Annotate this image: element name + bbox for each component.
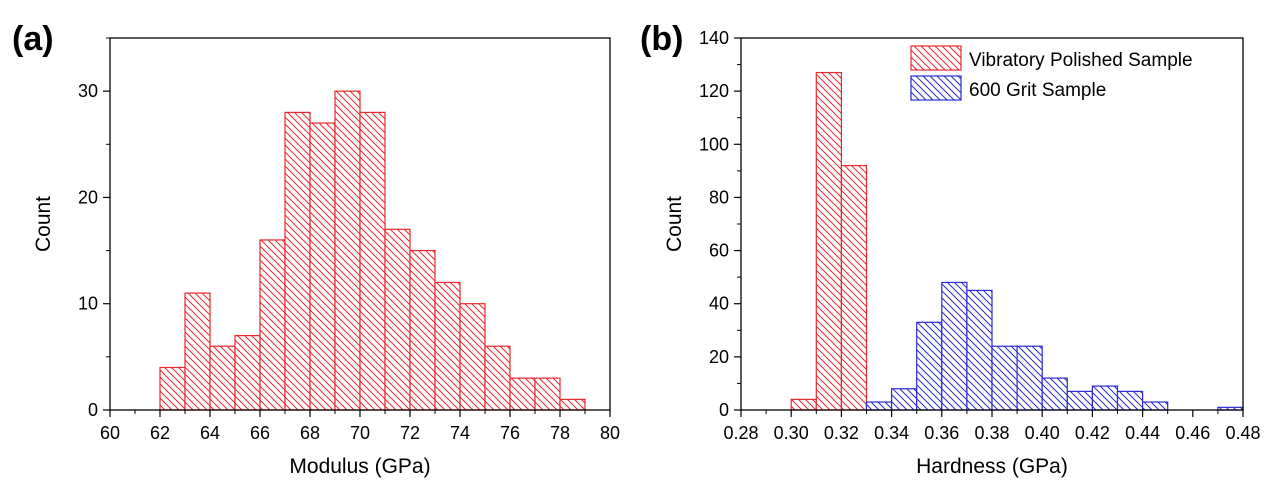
y-tick-label: 60: [709, 241, 729, 261]
x-axis-title: Hardness (GPa): [916, 455, 1068, 478]
histogram-bar: [1091, 385, 1119, 411]
histogram-bar: [1016, 345, 1043, 411]
histogram-bar: [916, 321, 943, 411]
histogram-bar: [209, 345, 236, 411]
x-axis-title: Modulus (GPa): [289, 455, 430, 478]
x-tick-label: 80: [600, 423, 620, 443]
y-tick-label: 140: [699, 28, 729, 48]
histogram-bar: [890, 388, 918, 411]
histogram-bar: [234, 335, 261, 411]
y-tick-label: 20: [709, 347, 729, 367]
y-tick-label: 100: [699, 134, 729, 154]
histogram-bar: [840, 164, 868, 411]
histogram-bar: [509, 377, 536, 411]
x-tick-label: 0.48: [1225, 423, 1260, 443]
histogram-bar: [1141, 401, 1169, 411]
y-tick-label: 0: [88, 400, 98, 420]
x-tick-label: 0.44: [1125, 423, 1160, 443]
y-tick-label: 10: [78, 294, 98, 314]
x-tick-label: 0.34: [874, 423, 909, 443]
panel-label: (b): [640, 20, 683, 58]
x-tick-label: 72: [400, 423, 420, 443]
y-tick-label: 80: [709, 187, 729, 207]
chart-panel-b: 0.28 0.30 0.32 0.34 0.36 0.38 0.40 0.42 0.44 0.46…: [640, 20, 1261, 478]
histogram-bar: [941, 281, 968, 411]
histogram-bar: [1066, 390, 1094, 411]
histogram-bar: [865, 401, 893, 411]
x-tick-label: 0.32: [824, 423, 859, 443]
y-tick-label: 40: [709, 294, 729, 314]
histogram-bar: [815, 71, 842, 411]
histogram-bar: [966, 289, 993, 411]
legend-label: Vibratory Polished Sample: [969, 50, 1193, 71]
histogram-bar: [434, 281, 461, 411]
y-tick-label: 0: [719, 400, 729, 420]
y-tick-label: 30: [78, 81, 98, 101]
legend-swatch: [910, 45, 962, 71]
histogram-bar: [359, 111, 386, 411]
x-tick-label: 78: [550, 423, 570, 443]
panel-label: (a): [12, 20, 54, 58]
histogram-bar: [184, 292, 211, 411]
legend-swatch: [910, 75, 962, 101]
x-tick-label: 0.38: [974, 423, 1009, 443]
legend-label: 600 Grit Sample: [969, 80, 1106, 101]
y-axis-title: Count: [663, 196, 686, 252]
x-tick-label: 60: [100, 423, 120, 443]
histogram-bar: [309, 122, 336, 411]
histogram-bar: [559, 398, 586, 411]
x-tick-label: 0.46: [1175, 423, 1210, 443]
x-tick-label: 76: [500, 423, 520, 443]
x-tick-label: 0.40: [1025, 423, 1060, 443]
y-tick-label: 120: [699, 81, 729, 101]
x-tick-label: 0.36: [924, 423, 959, 443]
histogram-bar: [334, 90, 361, 411]
x-tick-label: 74: [450, 423, 470, 443]
x-tick-label: 66: [250, 423, 270, 443]
x-tick-label: 62: [150, 423, 170, 443]
histogram-bar: [1116, 390, 1144, 411]
histogram-bar: [790, 398, 817, 411]
chart-panel-a: 60 62 64 66 68 70 72 74 76 78 80 0 10 20 30 Modulus (GP…: [12, 20, 620, 478]
histogram-bar: [159, 366, 186, 411]
x-tick-label: 0.30: [774, 423, 809, 443]
x-tick-label: 70: [350, 423, 370, 443]
histogram-bar: [459, 303, 486, 411]
y-axis-title: Count: [32, 196, 55, 252]
histogram-bar: [409, 249, 436, 411]
histogram-bar: [284, 111, 311, 411]
histogram-bar: [259, 239, 286, 411]
x-tick-label: 0.28: [723, 423, 758, 443]
x-tick-label: 68: [300, 423, 320, 443]
y-tick-label: 20: [78, 187, 98, 207]
x-tick-label: 64: [200, 423, 220, 443]
legend: Vibratory Polished Sample 600 Grit Sample: [907, 42, 1231, 106]
histogram-bar: [384, 228, 411, 411]
histogram-bar: [484, 345, 511, 411]
histogram-bar: [534, 377, 561, 411]
x-tick-label: 0.42: [1075, 423, 1110, 443]
histogram-bar: [991, 345, 1018, 411]
histogram-bar: [1041, 377, 1068, 411]
